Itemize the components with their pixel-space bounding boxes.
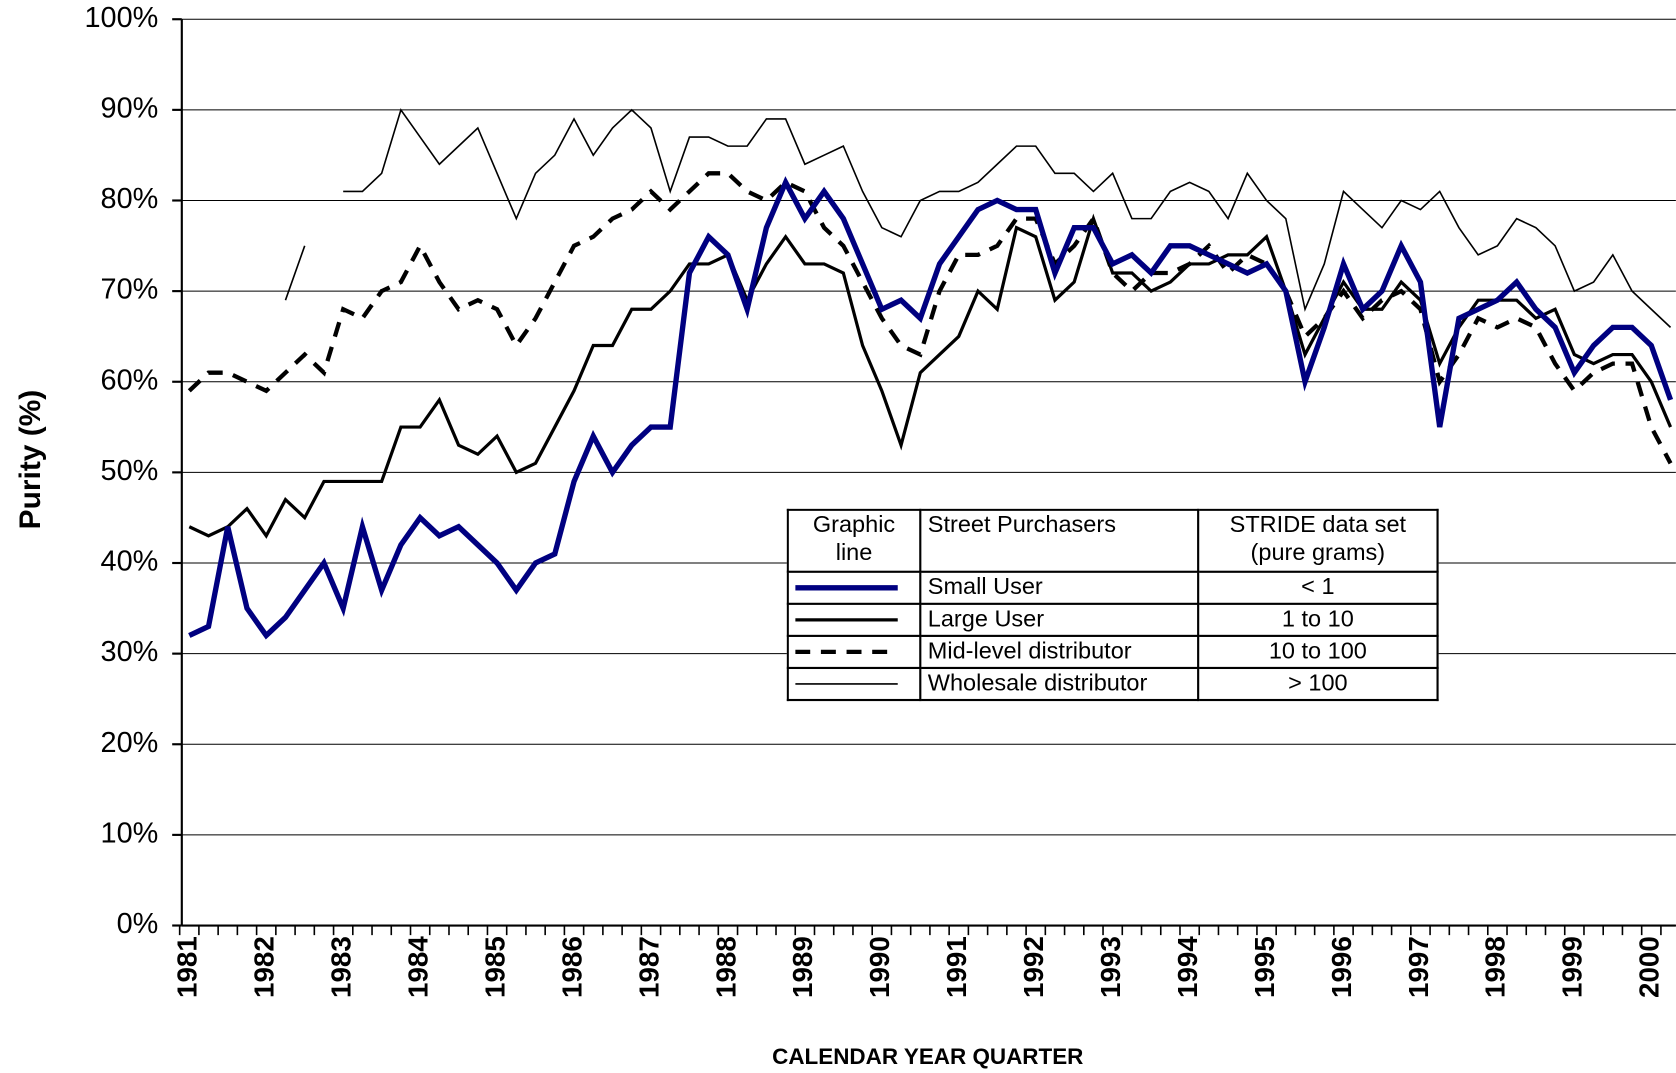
x-tick-label: 1996 bbox=[1326, 936, 1357, 998]
legend-label: Wholesale distributor bbox=[919, 666, 1200, 702]
x-tick-label: 1983 bbox=[326, 936, 357, 998]
x-tick-label: 1993 bbox=[1095, 936, 1126, 998]
x-tick-label: 1997 bbox=[1403, 936, 1434, 998]
legend-row: Mid-level distributor 10 to 100 bbox=[786, 634, 1439, 670]
y-axis-label: Purity (%) bbox=[14, 390, 47, 530]
legend-row: Small User < 1 bbox=[786, 570, 1439, 605]
x-tick-label: 1989 bbox=[787, 936, 818, 998]
legend-label: Small User bbox=[919, 570, 1200, 605]
y-tick-label: 70% bbox=[101, 274, 159, 306]
legend: Graphic line Street Purchasers STRIDE da… bbox=[786, 508, 1439, 702]
y-tick-label: 30% bbox=[101, 636, 159, 668]
x-tick-label: 1998 bbox=[1480, 936, 1511, 998]
series-line bbox=[187, 171, 1673, 465]
grid bbox=[172, 18, 1676, 936]
y-tick-label: 60% bbox=[101, 364, 159, 396]
legend-range: < 1 bbox=[1197, 570, 1439, 605]
x-tick-label: 1987 bbox=[633, 936, 664, 998]
x-tick-label: 1992 bbox=[1018, 936, 1049, 998]
x-tick-label: 1995 bbox=[1249, 936, 1280, 998]
legend-range: > 100 bbox=[1197, 666, 1439, 702]
legend-header-cell: STRIDE data set (pure grams) bbox=[1197, 508, 1439, 573]
y-tick-label: 10% bbox=[101, 818, 159, 850]
legend-swatch bbox=[795, 585, 898, 591]
x-tick-label: 1984 bbox=[402, 936, 433, 998]
x-tick-label: 1990 bbox=[864, 936, 895, 998]
y-tick-label: 80% bbox=[101, 183, 159, 215]
x-tick-label: 1981 bbox=[172, 936, 203, 998]
x-tick-label: 1985 bbox=[479, 936, 510, 998]
y-tick-label: 90% bbox=[101, 92, 159, 124]
legend-swatch-cell bbox=[786, 570, 922, 605]
legend-swatch bbox=[795, 683, 898, 685]
legend-label: Large User bbox=[919, 602, 1200, 637]
y-tick-label: 20% bbox=[101, 727, 159, 759]
legend-header-cell: Graphic line bbox=[786, 508, 922, 573]
legend-swatch bbox=[795, 618, 898, 622]
legend-header-cell: Street Purchasers bbox=[919, 508, 1200, 573]
legend-row: Wholesale distributor > 100 bbox=[786, 666, 1439, 702]
y-tick-label: 100% bbox=[85, 2, 159, 34]
x-tick-label: 1999 bbox=[1557, 936, 1588, 998]
y-tick-label: 40% bbox=[101, 546, 159, 578]
legend-table: Graphic line Street Purchasers STRIDE da… bbox=[786, 508, 1439, 702]
x-axis-label: CALENDAR YEAR QUARTER bbox=[772, 1044, 1083, 1069]
x-tick-label: 1986 bbox=[556, 936, 587, 998]
series-line bbox=[284, 108, 1672, 328]
y-tick-label: 50% bbox=[101, 455, 159, 487]
series-line bbox=[188, 176, 1674, 640]
legend-row: Large User 1 to 10 bbox=[786, 602, 1439, 637]
lines bbox=[187, 108, 1674, 640]
x-tick-label: 1994 bbox=[1172, 936, 1203, 998]
legend-swatch bbox=[795, 649, 898, 655]
legend-range: 10 to 100 bbox=[1197, 634, 1439, 670]
legend-label: Mid-level distributor bbox=[919, 634, 1200, 670]
x-tick-label: 1982 bbox=[249, 936, 280, 998]
legend-range: 1 to 10 bbox=[1197, 602, 1439, 637]
legend-swatch-cell bbox=[786, 602, 922, 637]
x-tick-label: 1988 bbox=[710, 936, 741, 998]
x-tick-label: 1991 bbox=[941, 936, 972, 998]
legend-swatch-cell bbox=[786, 666, 922, 702]
legend-header: Graphic line Street Purchasers STRIDE da… bbox=[786, 508, 1439, 573]
y-tick-label: 0% bbox=[117, 908, 159, 940]
x-tick-label: 2000 bbox=[1634, 936, 1665, 998]
legend-swatch-cell bbox=[786, 634, 922, 670]
